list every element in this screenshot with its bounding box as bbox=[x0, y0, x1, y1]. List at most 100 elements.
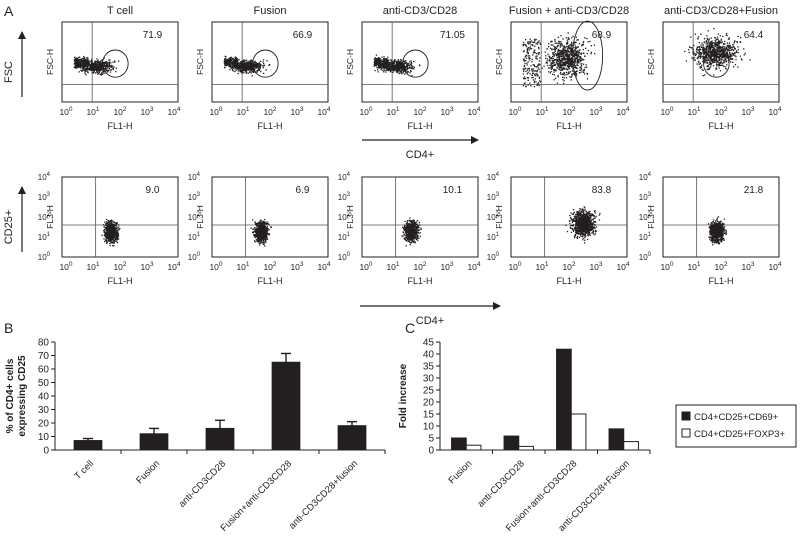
flow-dot bbox=[536, 43, 539, 45]
flow-dot bbox=[567, 65, 569, 67]
flow-dot bbox=[559, 61, 561, 63]
flow-dot bbox=[101, 234, 103, 236]
flow-dot bbox=[87, 69, 89, 71]
flow-dot bbox=[109, 61, 111, 63]
flow-dot bbox=[724, 55, 727, 57]
x-tick-label: 101 bbox=[236, 261, 249, 272]
flow-dot bbox=[250, 69, 252, 71]
flow-dot bbox=[81, 68, 84, 70]
flow-dot bbox=[404, 68, 406, 70]
flow-dot bbox=[538, 80, 541, 82]
flow-dot bbox=[111, 222, 113, 224]
flow-dot bbox=[100, 66, 102, 68]
flow-dot bbox=[265, 231, 267, 233]
flow-plot-frame bbox=[662, 21, 780, 103]
flow-dot bbox=[77, 61, 79, 64]
flow-dot bbox=[534, 80, 536, 82]
flow-dot bbox=[388, 62, 390, 64]
flow-dot bbox=[716, 64, 718, 66]
flow-dot bbox=[538, 40, 540, 42]
flow-dot bbox=[266, 238, 269, 240]
flow-dot bbox=[706, 46, 709, 48]
flow-dot bbox=[232, 69, 234, 71]
flow-dot bbox=[263, 238, 265, 240]
flow-dot bbox=[78, 56, 80, 59]
flow-dot bbox=[254, 222, 256, 224]
flow-dot bbox=[525, 44, 527, 46]
flow-dot bbox=[105, 218, 108, 221]
flow-dot bbox=[571, 45, 573, 47]
flow-dot bbox=[262, 65, 265, 67]
flow-dot bbox=[103, 230, 105, 232]
flow-dot bbox=[735, 55, 737, 58]
flow-dot bbox=[575, 59, 577, 61]
flow-dot bbox=[579, 56, 582, 58]
flow-dot bbox=[390, 62, 392, 64]
flow-dot bbox=[560, 41, 562, 43]
flow-dot bbox=[733, 49, 735, 51]
flow-dot bbox=[382, 66, 384, 68]
flow-dot bbox=[570, 58, 572, 61]
flow-dot bbox=[96, 69, 98, 71]
flow-dot bbox=[257, 64, 259, 66]
flow-dot bbox=[704, 60, 706, 62]
flow-dot bbox=[114, 228, 116, 230]
flow-dot bbox=[534, 49, 536, 51]
flow-dot bbox=[405, 62, 408, 64]
flow-dot bbox=[240, 63, 242, 65]
flow-dot bbox=[556, 82, 559, 84]
flow-dot bbox=[699, 49, 701, 51]
flow-dot bbox=[590, 45, 592, 47]
flow-dot bbox=[261, 221, 263, 223]
flow-dot bbox=[108, 63, 110, 65]
flow-dot bbox=[256, 222, 258, 225]
flow-dot bbox=[113, 223, 115, 226]
flow-dot bbox=[84, 71, 86, 73]
panel-label-c: C bbox=[405, 320, 415, 336]
flow-dot bbox=[374, 64, 376, 66]
flow-dot bbox=[552, 61, 554, 63]
flow-dot bbox=[565, 61, 567, 64]
flow-dot bbox=[227, 64, 229, 66]
flow-dot bbox=[267, 222, 269, 224]
flow-dot bbox=[560, 66, 562, 69]
flow-dot bbox=[106, 237, 108, 239]
flow-dot bbox=[108, 65, 110, 67]
flow-dot bbox=[726, 42, 728, 44]
flow-dot bbox=[732, 61, 734, 63]
flow-dot bbox=[552, 54, 554, 56]
flow-dot bbox=[253, 228, 255, 230]
flow-dot bbox=[117, 235, 120, 237]
flow-dot bbox=[556, 54, 558, 56]
flow-dot bbox=[229, 58, 231, 60]
flow-dot bbox=[260, 64, 262, 66]
flow-dot bbox=[223, 66, 226, 69]
flow-dot bbox=[693, 57, 695, 59]
flow-dot bbox=[85, 65, 87, 67]
flow-dot bbox=[710, 53, 713, 55]
flow-dot bbox=[391, 62, 393, 64]
flow-dot bbox=[264, 222, 266, 224]
flow-dot bbox=[395, 66, 397, 68]
flow-dot bbox=[269, 226, 272, 228]
flow-dot bbox=[574, 54, 577, 56]
flow-dot bbox=[585, 64, 587, 66]
flow-dot bbox=[716, 54, 718, 56]
flow-dot bbox=[545, 57, 547, 60]
flow-dot bbox=[232, 58, 234, 60]
flow-dot bbox=[557, 75, 559, 77]
flow-dot bbox=[736, 41, 738, 44]
flow-dot bbox=[558, 67, 560, 69]
flow-dot bbox=[266, 237, 268, 240]
flow-dot bbox=[409, 63, 411, 65]
flow-dot bbox=[83, 57, 86, 59]
flow-dot bbox=[240, 71, 242, 73]
flow-dot bbox=[697, 49, 700, 51]
flow-dot bbox=[707, 58, 710, 61]
flow-dot bbox=[397, 65, 399, 67]
y-tick-label: 100 bbox=[38, 252, 51, 262]
flow-dot bbox=[242, 62, 244, 65]
flow-dot bbox=[569, 61, 571, 63]
flow-dot bbox=[411, 74, 413, 77]
